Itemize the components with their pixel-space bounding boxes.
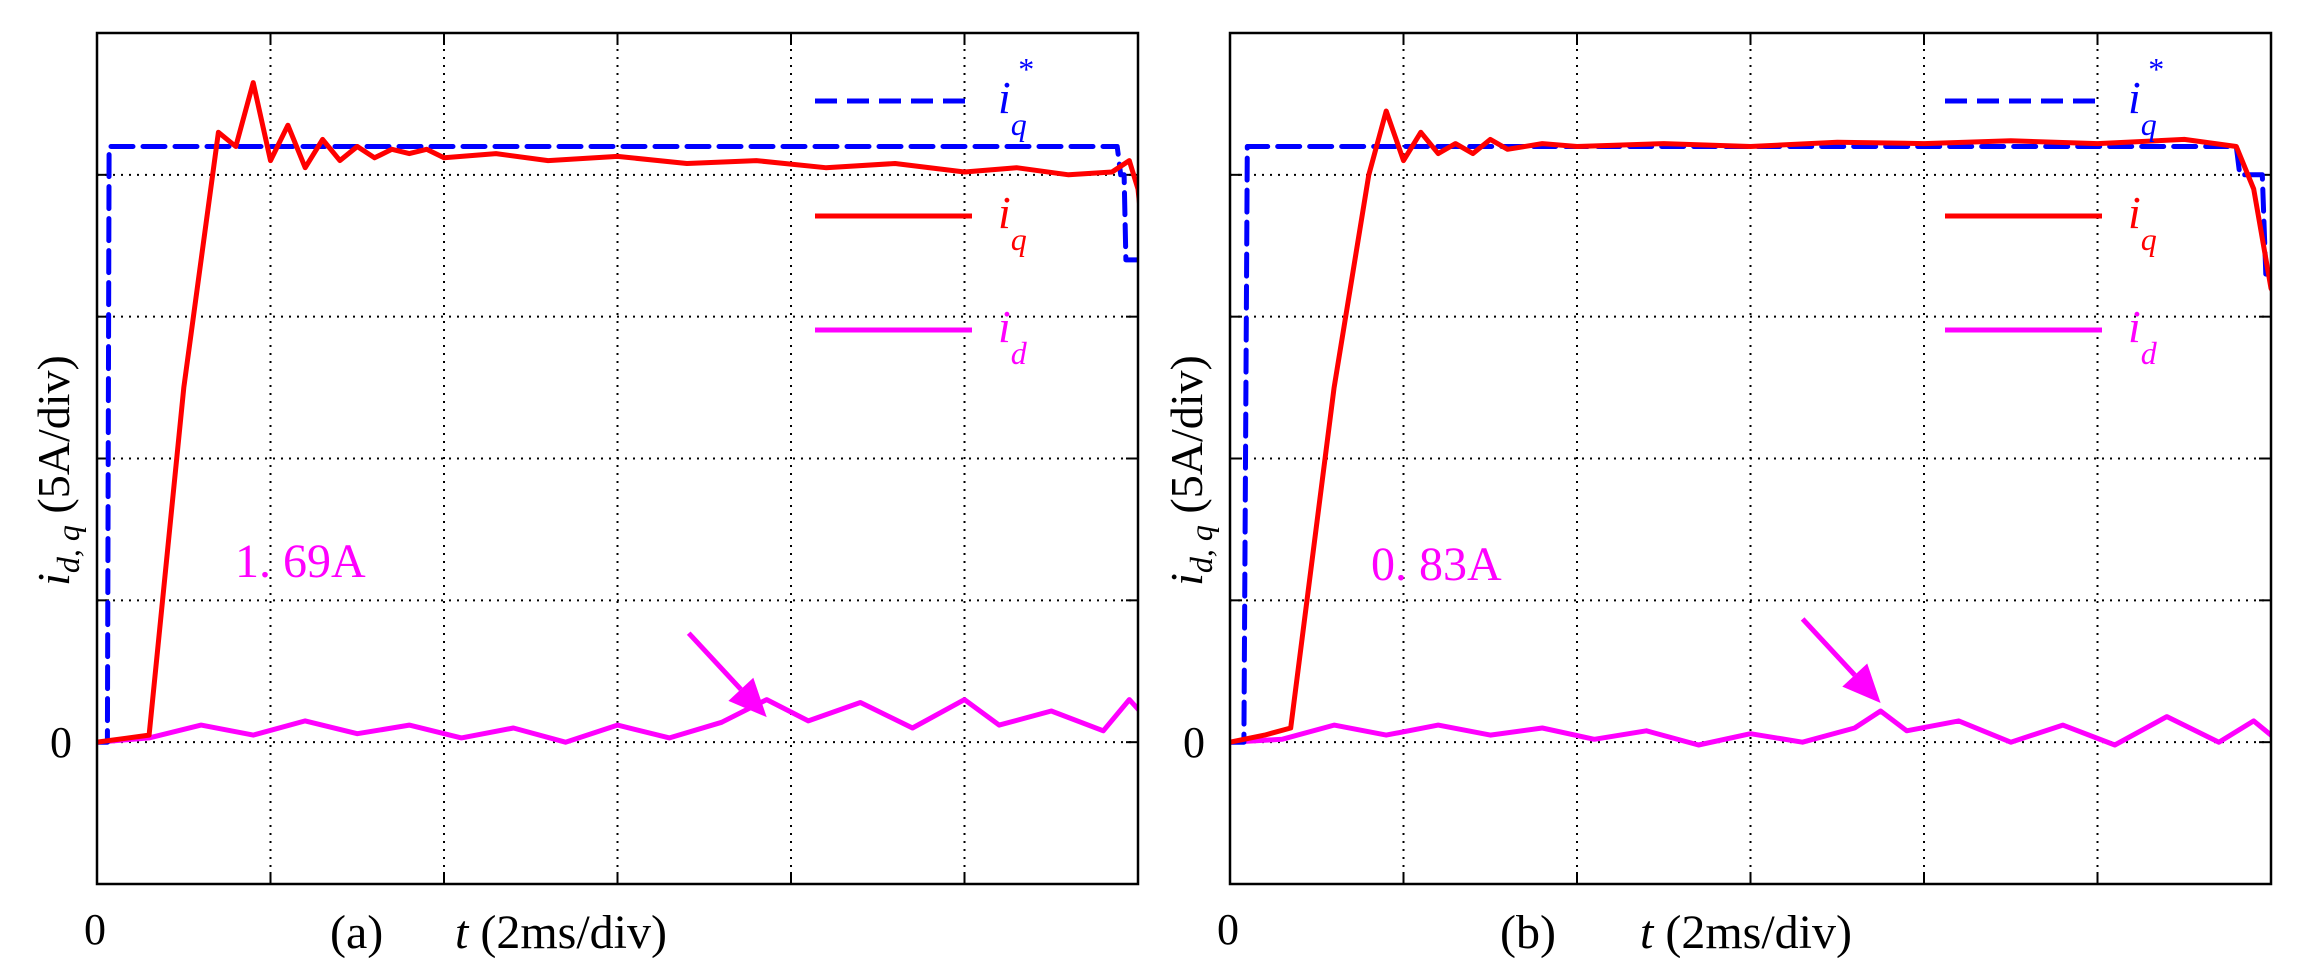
x-axis-label: t (2ms/div) — [455, 906, 667, 959]
panel-a: iq* iq id id, q (5A/div) 0 0 (a) t (2ms/div) 1. … — [28, 31, 1140, 959]
annotation-b: 0. 83A — [1371, 538, 1881, 703]
legend-label: iq* — [998, 51, 1033, 142]
panel-label: (a) — [330, 906, 383, 959]
series-group-a — [97, 80, 1138, 745]
grid-b — [1230, 33, 2271, 884]
legend-label: iq — [998, 187, 1027, 257]
x-zero-label: 0 — [84, 905, 106, 954]
panel-b: iq* iq id id, q (5A/div) 0 0 (b) t (2ms/div) 0. … — [1161, 31, 2273, 959]
legend-label: iq* — [2128, 51, 2163, 142]
series-line-id — [97, 697, 1138, 745]
plot-frame — [1228, 31, 2273, 886]
legend-label: iq — [2128, 187, 2157, 257]
legend-item-id: id — [815, 301, 1028, 371]
y-axis-label: id, q (5A/div) — [1161, 355, 1219, 586]
series-line-iq-ref — [1230, 144, 2271, 745]
legend-item-iq-ref: iq* — [1945, 51, 2163, 142]
annotation-arrow — [686, 631, 743, 692]
annotation-arrow — [1800, 617, 1857, 677]
legend-item-id: id — [1945, 301, 2158, 371]
series-line-iq — [1230, 108, 2271, 745]
legend-label: id — [2128, 301, 2158, 371]
legend-label: id — [998, 301, 1028, 371]
annotation-a: 1. 69A — [235, 535, 767, 718]
series-group-b — [1230, 108, 2271, 748]
annotation-text: 1. 69A — [235, 535, 366, 588]
annotation-arrowhead — [1842, 663, 1881, 703]
y-zero-label: 0 — [1183, 718, 1205, 767]
legend-item-iq: iq — [815, 187, 1027, 257]
x-axis-label: t (2ms/div) — [1640, 906, 1852, 959]
series-line-iq — [97, 80, 1138, 745]
annotation-arrowhead — [728, 677, 767, 718]
plot-frame — [95, 31, 1140, 886]
x-zero-label: 0 — [1217, 905, 1239, 954]
grid-a — [97, 33, 1138, 884]
legend-item-iq: iq — [1945, 187, 2157, 257]
panel-label: (b) — [1500, 906, 1556, 959]
annotation-text: 0. 83A — [1371, 538, 1502, 591]
legend-item-iq-ref: iq* — [815, 51, 1033, 142]
y-zero-label: 0 — [50, 718, 72, 767]
series-line-id — [1230, 708, 2271, 748]
y-axis-label: id, q (5A/div) — [28, 355, 86, 586]
